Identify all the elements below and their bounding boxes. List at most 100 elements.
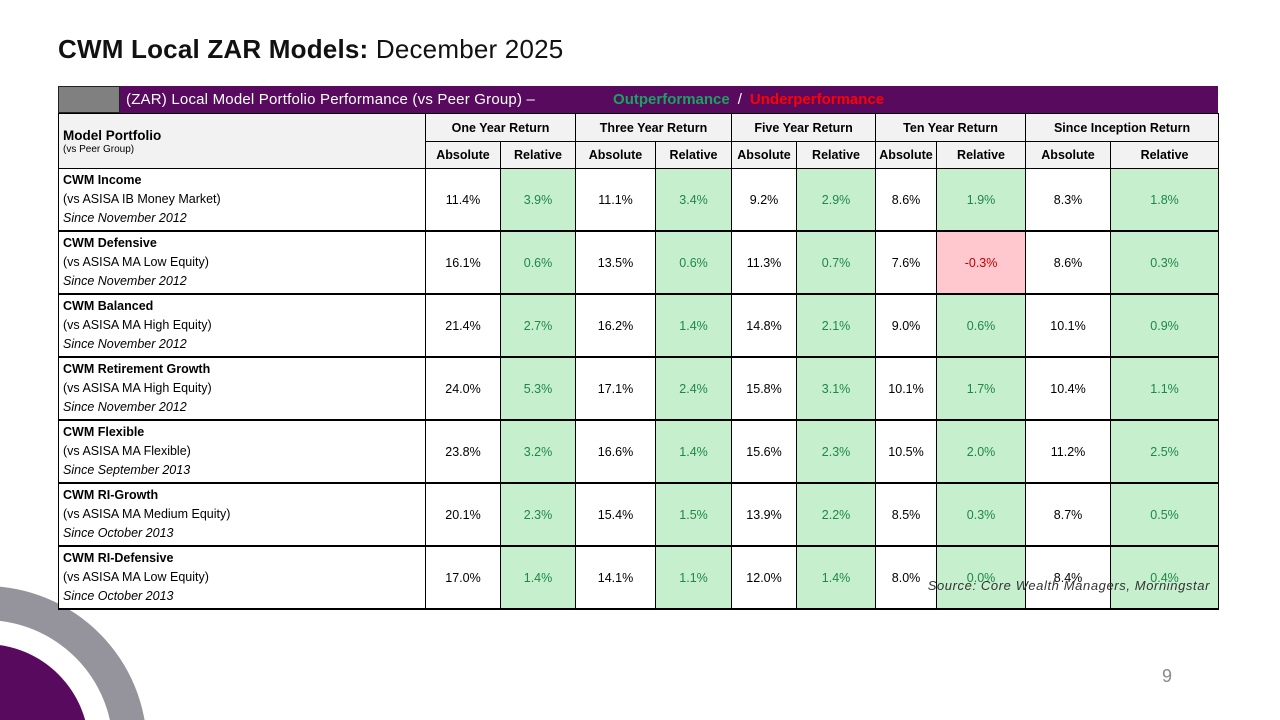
relative-return-cell: 1.7% (936, 356, 1027, 421)
outperformance-legend: Outperformance (613, 91, 730, 108)
relative-return-cell: 2.4% (655, 356, 733, 421)
relative-return-cell: 3.1% (796, 356, 877, 421)
absolute-return-cell: 10.5% (875, 419, 938, 484)
sub-header-absolute: Absolute (1025, 141, 1112, 169)
relative-return-cell: 2.3% (796, 419, 877, 484)
absolute-return-cell: 8.5% (875, 482, 938, 547)
relative-return-cell: 0.9% (1110, 293, 1220, 358)
portfolio-inception-date: Since October 2013 (63, 589, 174, 603)
absolute-return-cell: 14.1% (575, 545, 657, 610)
relative-return-cell: 1.5% (655, 482, 733, 547)
portfolio-name: CWM Income (63, 173, 142, 187)
absolute-return-cell: 8.3% (1025, 168, 1112, 232)
group-header-row: Model Portfolio (vs Peer Group) One Year… (58, 113, 1220, 169)
relative-return-cell: 2.9% (796, 168, 877, 232)
table-title-banner: (ZAR) Local Model Portfolio Performance … (58, 86, 1218, 113)
absolute-return-cell: 17.0% (425, 545, 501, 610)
relative-return-cell: 3.4% (655, 168, 733, 232)
banner-label: (ZAR) Local Model Portfolio Performance … (126, 91, 536, 108)
relative-return-cell: 2.1% (796, 293, 877, 358)
sub-header-relative: Relative (936, 141, 1027, 169)
absolute-return-cell: 10.4% (1025, 356, 1112, 421)
absolute-return-cell: 9.0% (875, 293, 938, 358)
page-number: 9 (1162, 666, 1173, 686)
sub-header-absolute: Absolute (575, 141, 657, 169)
table-row: CWM Balanced (vs ASISA MA High Equity) S… (58, 293, 1220, 358)
table-row: CWM Defensive (vs ASISA MA Low Equity) S… (58, 230, 1220, 295)
page-title-regular: December 2025 (368, 34, 564, 64)
absolute-return-cell: 16.6% (575, 419, 657, 484)
relative-return-cell: 0.4% (1110, 545, 1220, 610)
sub-header-row: Absolute Relative Absolute Relative Abso… (59, 141, 1220, 169)
relative-return-cell: 3.2% (499, 419, 577, 484)
portfolio-cell: CWM Defensive (vs ASISA MA Low Equity) S… (58, 230, 426, 295)
portfolio-cell: CWM Income (vs ASISA IB Money Market) Si… (58, 168, 426, 232)
portfolio-peer-group: (vs ASISA IB Money Market) (63, 192, 221, 206)
absolute-return-cell: 8.7% (1025, 482, 1112, 547)
table-row: CWM Income (vs ASISA IB Money Market) Si… (58, 168, 1220, 232)
relative-return-cell: 2.0% (936, 419, 1027, 484)
relative-return-cell: 0.3% (936, 482, 1027, 547)
portfolio-name: CWM Flexible (63, 425, 145, 439)
relative-return-cell: 2.5% (1110, 419, 1220, 484)
underperformance-legend: Underperformance (749, 91, 885, 108)
portfolio-inception-date: Since November 2012 (63, 274, 187, 288)
absolute-return-cell: 11.2% (1025, 419, 1112, 484)
relative-return-cell: 1.4% (796, 545, 877, 610)
portfolio-peer-group: (vs ASISA MA Medium Equity) (63, 507, 231, 521)
absolute-return-cell: 8.6% (1025, 230, 1112, 295)
absolute-return-cell: 11.4% (425, 168, 501, 232)
group-header-five-year: Five Year Return (731, 113, 877, 142)
relative-return-cell: 1.9% (936, 168, 1027, 232)
sub-header-relative: Relative (796, 141, 877, 169)
absolute-return-cell: 17.1% (575, 356, 657, 421)
absolute-return-cell: 8.0% (875, 545, 938, 610)
banner-gray-tab (58, 86, 120, 113)
corner-title: Model Portfolio (63, 127, 162, 143)
relative-return-cell: 0.5% (1110, 482, 1220, 547)
portfolio-inception-date: Since November 2012 (63, 211, 187, 225)
portfolio-cell: CWM Flexible (vs ASISA MA Flexible) Sinc… (58, 419, 426, 484)
relative-return-cell: 2.2% (796, 482, 877, 547)
group-header-one-year: One Year Return (424, 113, 577, 142)
portfolio-name: CWM RI-Defensive (63, 551, 174, 565)
table-body: CWM Income (vs ASISA IB Money Market) Si… (58, 168, 1220, 610)
legend-separator: / (737, 91, 742, 108)
absolute-return-cell: 10.1% (1025, 293, 1112, 358)
relative-return-cell: 0.6% (936, 293, 1027, 358)
relative-return-cell: 1.4% (655, 419, 733, 484)
relative-return-cell: 5.3% (499, 356, 577, 421)
relative-return-cell: -0.3% (936, 230, 1027, 295)
absolute-return-cell: 15.6% (731, 419, 798, 484)
relative-return-cell: 1.8% (1110, 168, 1220, 232)
absolute-return-cell: 23.8% (425, 419, 501, 484)
relative-return-cell: 2.7% (499, 293, 577, 358)
absolute-return-cell: 16.1% (425, 230, 501, 295)
absolute-return-cell: 20.1% (425, 482, 501, 547)
absolute-return-cell: 13.5% (575, 230, 657, 295)
relative-return-cell: 1.1% (1110, 356, 1220, 421)
portfolio-peer-group: (vs ASISA MA High Equity) (63, 381, 212, 395)
portfolio-name: CWM Retirement Growth (63, 362, 211, 376)
page-title-bold: CWM Local ZAR Models: (58, 34, 369, 64)
portfolio-cell: CWM Retirement Growth (vs ASISA MA High … (58, 356, 426, 421)
relative-return-cell: 3.9% (499, 168, 577, 232)
absolute-return-cell: 24.0% (425, 356, 501, 421)
portfolio-peer-group: (vs ASISA MA Low Equity) (63, 255, 209, 269)
relative-return-cell: 0.3% (1110, 230, 1220, 295)
group-header-ten-year: Ten Year Return (875, 113, 1027, 142)
corner-subtitle: (vs Peer Group) (63, 143, 135, 155)
performance-table: Model Portfolio (vs Peer Group) One Year… (58, 113, 1220, 610)
portfolio-inception-date: Since November 2012 (63, 400, 187, 414)
absolute-return-cell: 15.8% (731, 356, 798, 421)
group-header-inception: Since Inception Return (1025, 113, 1220, 142)
relative-return-cell: 1.1% (655, 545, 733, 610)
table-row: CWM Flexible (vs ASISA MA Flexible) Sinc… (58, 419, 1220, 484)
portfolio-inception-date: Since October 2013 (63, 526, 174, 540)
table-row: CWM RI-Defensive (vs ASISA MA Low Equity… (58, 545, 1220, 610)
portfolio-name: CWM RI-Growth (63, 488, 159, 502)
table-row: CWM RI-Growth (vs ASISA MA Medium Equity… (58, 482, 1220, 547)
absolute-return-cell: 9.2% (731, 168, 798, 232)
portfolio-peer-group: (vs ASISA MA Flexible) (63, 444, 191, 458)
